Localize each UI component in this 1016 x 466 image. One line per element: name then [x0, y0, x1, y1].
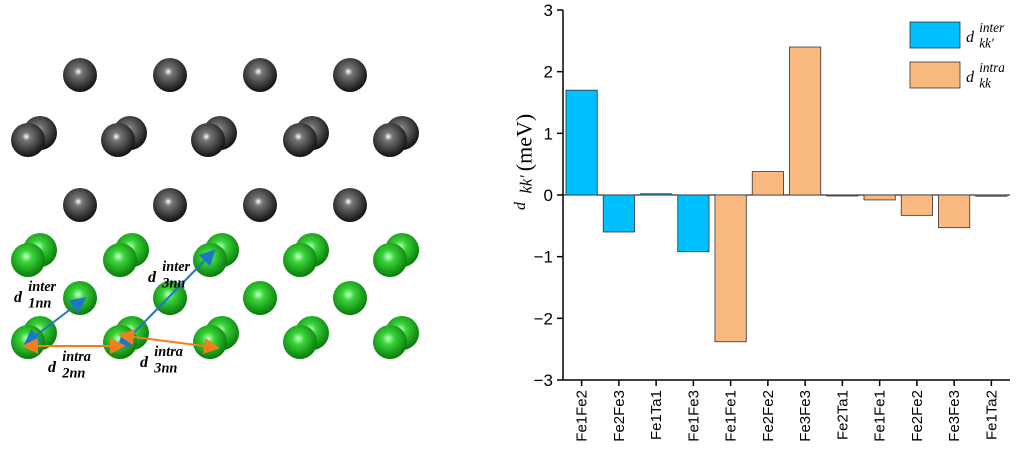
atom [283, 123, 317, 157]
atom [63, 188, 97, 222]
x-tick-label: Fe1Ta2 [983, 390, 1000, 440]
x-tick-label: Fe2Ta1 [834, 390, 851, 440]
bar [864, 195, 895, 200]
subscript: kk [979, 75, 992, 90]
bar [938, 195, 969, 228]
x-tick-label: Fe2Fe3 [611, 390, 628, 442]
x-tick-label: Fe2Fe2 [909, 390, 926, 442]
superscript: intra [62, 349, 91, 365]
atom [191, 123, 225, 157]
atom [373, 243, 407, 277]
atom [11, 243, 45, 277]
superscript: intra [154, 344, 183, 360]
chart: −3 −2 −1 0 1 2 3 Fe1Fe2 Fe2Fe3 Fe1Ta1 Fe1Fe3 Fe1Fe1… [512, 1, 1010, 442]
atom [193, 325, 227, 359]
legend-swatch [910, 62, 960, 88]
y-tick-label: 1 [544, 124, 553, 143]
symbol: d [140, 354, 149, 371]
symbol: d [14, 289, 23, 306]
subscript: 1nn [28, 296, 51, 312]
atom [193, 243, 227, 277]
atom [283, 243, 317, 277]
atom [243, 188, 277, 222]
atom [333, 281, 367, 315]
atom [243, 281, 277, 315]
atom [373, 123, 407, 157]
x-tick-label: Fe1Fe2 [574, 390, 591, 442]
figure: dinter1nndinter3nndintra2nndintra3nn −3−… [0, 0, 1016, 466]
symbol: d [966, 69, 975, 86]
y-tick-label: −3 [534, 371, 553, 390]
symbol: d [512, 201, 529, 210]
subscript: 2nn [61, 366, 85, 382]
superscript: inter [979, 20, 1005, 35]
y-tick-label: −1 [534, 248, 553, 267]
subscript: 3nn [153, 361, 177, 377]
bar [827, 195, 858, 196]
x-tick-label: Fe1Fe1 [723, 390, 740, 442]
atom [103, 243, 137, 277]
y-tick-label: 2 [544, 63, 553, 82]
atom [63, 58, 97, 92]
x-tick-label: Fe3Fe3 [797, 390, 814, 442]
atom [103, 325, 137, 359]
superscript: inter [28, 279, 56, 295]
bar [976, 195, 1007, 196]
subscript: 3nn [161, 276, 185, 292]
bar [715, 195, 746, 342]
superscript: intra [979, 60, 1005, 75]
x-tick-label: Fe1Ta1 [648, 390, 665, 440]
atom [153, 58, 187, 92]
symbol: d [148, 269, 157, 286]
bar [752, 172, 783, 195]
y-tick-label: 3 [544, 1, 553, 20]
atom [283, 325, 317, 359]
math-label: d kk′ (meV) [512, 114, 537, 210]
bar [901, 195, 932, 215]
bar [603, 195, 634, 232]
legend-swatch [910, 22, 960, 48]
superscript: inter [162, 259, 190, 275]
subscript: kk′ [979, 35, 995, 50]
bar [789, 47, 820, 195]
atom [153, 188, 187, 222]
x-tick-label: Fe3Fe3 [946, 390, 963, 442]
y-tick-label: −2 [534, 309, 553, 328]
atom [333, 58, 367, 92]
symbol: d [48, 359, 57, 376]
atom [373, 325, 407, 359]
x-tick-label: Fe1Fe1 [872, 390, 889, 442]
symbol: d [966, 29, 975, 46]
bar [678, 195, 709, 252]
subscript: kk′ [517, 175, 536, 194]
bar [640, 194, 671, 195]
atom [243, 58, 277, 92]
unit: (meV) [512, 114, 537, 171]
atom [101, 123, 135, 157]
x-tick-label: Fe2Fe2 [760, 390, 777, 442]
atom [11, 325, 45, 359]
atom [333, 188, 367, 222]
bar [566, 90, 597, 195]
x-tick-label: Fe1Fe3 [685, 390, 702, 442]
atom [11, 123, 45, 157]
y-tick-label: 0 [544, 186, 553, 205]
crystal-structure [11, 58, 419, 359]
